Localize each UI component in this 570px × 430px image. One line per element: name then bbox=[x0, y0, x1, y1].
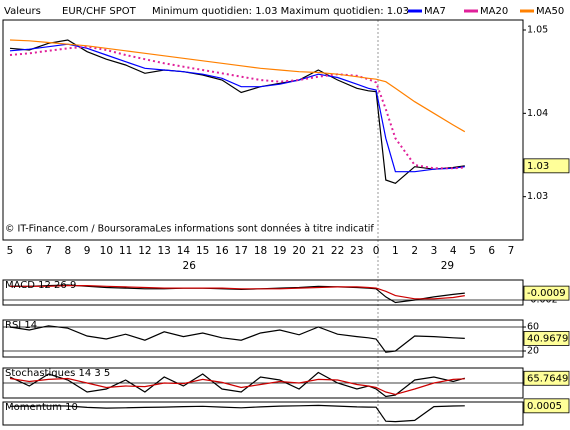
x-tick-label: 0 bbox=[373, 245, 380, 257]
y-tick-label: 60 bbox=[527, 322, 539, 333]
series-line bbox=[9, 371, 465, 398]
last-value-label: 1.03 bbox=[527, 161, 549, 172]
x-tick-label: 5 bbox=[7, 245, 14, 257]
last-value-box bbox=[523, 398, 570, 414]
last-value-label: 40.9679 bbox=[527, 333, 568, 344]
x-tick-label: 20 bbox=[292, 245, 305, 257]
x-tick-label: 3 bbox=[431, 245, 438, 257]
chart-title: EUR/CHF SPOT bbox=[62, 6, 137, 17]
panel-frame bbox=[2, 279, 524, 306]
legend-label: MA7 bbox=[424, 6, 446, 17]
x-tick-label: 9 bbox=[84, 245, 91, 257]
x-secondary-label: 29 bbox=[441, 260, 454, 272]
last-value-label: 0.0005 bbox=[527, 401, 562, 412]
y-tick-label: 1.05 bbox=[527, 25, 548, 36]
series-line bbox=[9, 43, 465, 173]
x-tick-label: 7 bbox=[508, 245, 515, 257]
panel-title: Momentum 10 bbox=[5, 402, 78, 413]
x-tick-label: 17 bbox=[235, 245, 248, 257]
x-tick-label: 23 bbox=[350, 245, 363, 257]
x-tick-label: 6 bbox=[26, 245, 33, 257]
last-value-label: 65.7649 bbox=[527, 373, 568, 384]
legend-label: MA50 bbox=[536, 6, 564, 17]
series-line bbox=[9, 404, 465, 423]
x-secondary-label: 26 bbox=[183, 260, 197, 272]
x-tick-label: 21 bbox=[312, 245, 325, 257]
x-tick-label: 18 bbox=[254, 245, 267, 257]
x-tick-label: 5 bbox=[469, 245, 476, 257]
y-tick-label: 1.03 bbox=[527, 191, 548, 202]
x-tick-label: 11 bbox=[119, 245, 132, 257]
y-tick-label: 20 bbox=[527, 346, 539, 357]
x-tick-label: 4 bbox=[450, 245, 457, 257]
label: Valeurs bbox=[4, 6, 41, 17]
series-line bbox=[9, 45, 465, 170]
x-tick-label: 14 bbox=[177, 245, 191, 257]
panel-title: Stochastiques 14 3 5 bbox=[5, 368, 110, 379]
panel-frame bbox=[2, 319, 524, 358]
note: © IT-Finance.com / BoursoramaLes informa… bbox=[5, 224, 374, 235]
legend-label: MA20 bbox=[480, 6, 508, 17]
x-tick-label: 6 bbox=[488, 245, 495, 257]
last-value-box bbox=[523, 285, 570, 301]
panel-title: MACD 12 26 9 bbox=[5, 280, 76, 291]
x-tick-label: 13 bbox=[157, 245, 170, 257]
last-value-box bbox=[523, 370, 570, 386]
x-tick-label: 16 bbox=[215, 245, 229, 257]
series-line bbox=[10, 285, 465, 300]
x-tick-label: 1 bbox=[392, 245, 399, 257]
x-tick-label: 22 bbox=[331, 245, 344, 257]
series-line bbox=[9, 377, 465, 396]
series-line bbox=[9, 325, 465, 353]
x-tick-label: 15 bbox=[196, 245, 209, 257]
x-tick-label: 2 bbox=[411, 245, 418, 257]
last-value-box bbox=[523, 158, 570, 174]
panel-title: RSI 14 bbox=[5, 320, 37, 331]
x-tick-label: 8 bbox=[64, 245, 71, 257]
x-tick-label: 7 bbox=[45, 245, 52, 257]
subtitle: Minimum quotidien: 1.03 Maximum quotidie… bbox=[152, 6, 409, 17]
panel-frame bbox=[2, 19, 524, 241]
panel-frame bbox=[2, 401, 524, 426]
y-tick-label: 1.04 bbox=[527, 108, 548, 119]
last-value-box bbox=[523, 331, 570, 346]
last-value-label: -0.0009 bbox=[527, 288, 566, 299]
series-line bbox=[9, 39, 466, 133]
x-tick-label: 12 bbox=[138, 245, 151, 257]
x-tick-label: 19 bbox=[273, 245, 286, 257]
x-tick-label: 10 bbox=[100, 245, 113, 257]
